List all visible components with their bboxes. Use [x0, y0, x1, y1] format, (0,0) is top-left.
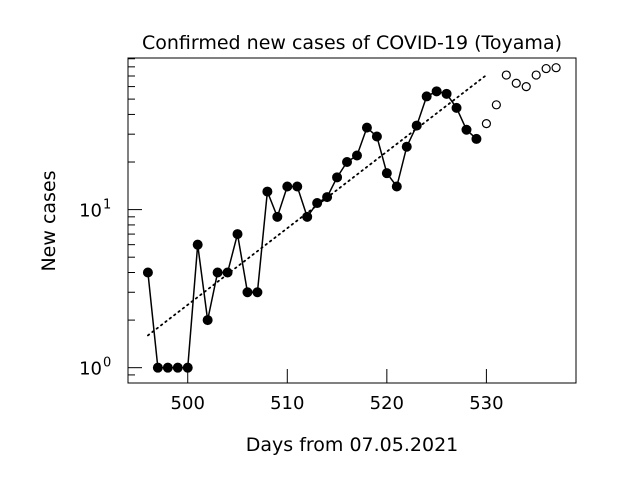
observed-point [471, 133, 482, 144]
projected-point [481, 118, 491, 129]
x-tick-label: 510 [270, 393, 304, 414]
x-tick-label: 520 [370, 393, 404, 414]
observed-point [282, 181, 293, 192]
observed-point [262, 186, 273, 197]
observed-point [401, 141, 412, 152]
observed-point [411, 120, 422, 131]
observed-point [431, 86, 442, 97]
observed-point [351, 150, 362, 161]
data-marks [142, 63, 561, 373]
observed-point [381, 168, 392, 179]
observed-point [332, 172, 343, 183]
plot-area [127, 57, 577, 384]
observed-point [242, 287, 253, 298]
chart-title: Confirmed new cases of COVID-19 (Toyama) [142, 32, 562, 54]
y-tick-exponent: 0 [103, 356, 111, 371]
observed-point [451, 102, 462, 113]
y-axis-label: New cases [38, 170, 60, 271]
projected-point [541, 63, 551, 74]
observed-point [391, 181, 402, 192]
observed-point [182, 362, 193, 373]
observed-point [322, 192, 333, 203]
observed-point [202, 315, 213, 326]
observed-point [272, 211, 283, 222]
x-tick-label: 530 [469, 393, 503, 414]
observed-point [371, 131, 382, 142]
observed-point [152, 362, 163, 373]
projected-point [511, 78, 521, 88]
x-axis-label: Days from 07.05.2021 [246, 434, 459, 456]
observed-point [232, 229, 243, 240]
projected-point [491, 100, 501, 110]
observed-point [222, 267, 233, 278]
projected-point [521, 81, 531, 92]
observed-point [212, 267, 223, 278]
observed-point [461, 124, 472, 135]
observed-series-line [147, 90, 477, 369]
observed-point [192, 239, 203, 250]
projected-point [531, 70, 541, 80]
projected-point [501, 70, 511, 80]
observed-point [421, 91, 432, 102]
x-tick-label: 500 [171, 393, 205, 414]
observed-point [292, 181, 303, 192]
observed-point [172, 362, 183, 373]
observed-point [312, 198, 323, 209]
y-tick-label: 10 [79, 359, 102, 380]
y-tick-exponent: 1 [103, 198, 111, 213]
observed-point [342, 157, 353, 168]
observed-point [142, 267, 153, 278]
observed-point [162, 362, 173, 373]
observed-point [302, 211, 313, 222]
y-tick-label: 10 [79, 201, 102, 222]
observed-point [252, 287, 263, 298]
projected-point [551, 63, 561, 73]
observed-point [361, 122, 372, 133]
observed-point [441, 88, 452, 99]
x-axis: 500 510 520 530 [171, 369, 504, 414]
